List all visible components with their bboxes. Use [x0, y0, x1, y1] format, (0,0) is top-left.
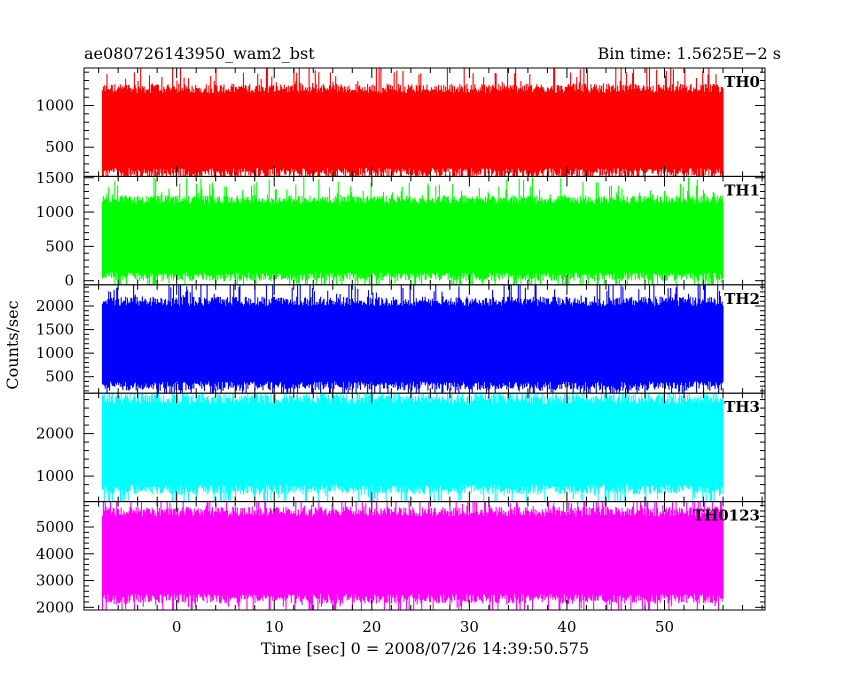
panel-th2: 500 1000 1500 2000 TH2 — [36, 284, 766, 394]
chart-title-right: Bin time: 1.5625E−2 s — [598, 44, 781, 63]
panel-frame — [83, 501, 766, 611]
panel-th0: 500 1000 TH0 — [36, 67, 766, 177]
y-tick-label: 5000 — [36, 518, 74, 536]
panel-label: TH0 — [724, 73, 760, 91]
y-axis-label: Counts/sec — [3, 300, 22, 389]
panel-label: TH1 — [724, 181, 760, 199]
x-tick-label: 30 — [460, 618, 479, 636]
x-tick-label: 10 — [265, 618, 284, 636]
chart-title-left: ae080726143950_wam2_bst — [84, 44, 315, 63]
y-tick-label: 1500 — [36, 169, 74, 187]
y-tick-label: 500 — [45, 138, 74, 156]
y-tick-label: 500 — [45, 368, 74, 386]
x-tick-label: 50 — [655, 618, 674, 636]
y-tick-label: 2000 — [36, 425, 74, 443]
panel-th0123: 2000 3000 4000 5000 TH0123 — [36, 501, 766, 616]
x-axis: 0 10 20 30 40 50 — [172, 618, 674, 636]
panel-th1: 0 500 1000 1500 TH1 — [36, 169, 766, 290]
x-tick-label: 20 — [362, 618, 381, 636]
panel-label: TH3 — [724, 398, 760, 416]
x-tick-label: 40 — [557, 618, 576, 636]
y-tick-label: 2000 — [36, 297, 74, 315]
panels: 500 1000 TH0 0 500 1000 1500 TH1 500 1000 1500 2000… — [36, 67, 766, 616]
x-axis-label: Time [sec] 0 = 2008/07/26 14:39:50.575 — [261, 639, 589, 658]
series-core-th0 — [102, 97, 724, 164]
y-tick-label: 1000 — [36, 203, 74, 221]
y-tick-label: 1500 — [36, 321, 74, 339]
y-tick-label: 3000 — [36, 572, 74, 590]
panel-th3: 1000 2000 TH3 — [36, 392, 766, 503]
y-tick-label: 2000 — [36, 598, 74, 616]
y-tick-label: 1000 — [36, 467, 74, 485]
series-core-th2 — [102, 310, 724, 377]
panel-label: TH2 — [724, 290, 760, 308]
y-tick-label: 500 — [45, 237, 74, 255]
y-tick-label: 1000 — [36, 97, 74, 115]
series-core-th1 — [102, 207, 724, 269]
x-tick-label: 0 — [172, 618, 182, 636]
y-tick-label: 1000 — [36, 344, 74, 362]
series-core-th3 — [102, 408, 724, 480]
panel-label: TH0123 — [693, 507, 760, 525]
y-tick-label: 4000 — [36, 545, 74, 563]
series-core-th0123 — [102, 520, 724, 590]
y-tick-label: 0 — [64, 272, 74, 290]
